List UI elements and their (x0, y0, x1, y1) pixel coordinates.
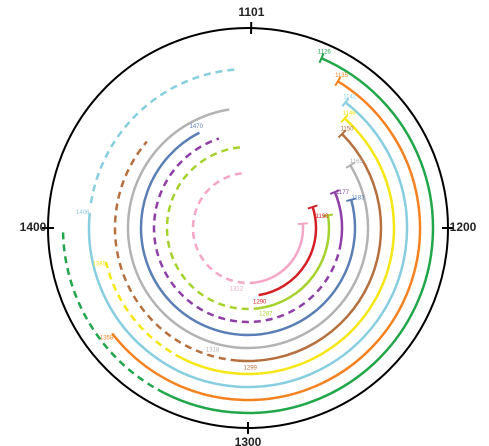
arc-label: 1135 (335, 73, 349, 79)
arc-start-tick (346, 197, 357, 203)
timeline-arc (256, 223, 305, 284)
timeline-arc (260, 215, 331, 310)
arc-label: 1177 (336, 190, 350, 196)
timeline-arc (165, 146, 261, 311)
arc-label: 1287 (259, 312, 273, 318)
arc-start-tick (337, 129, 347, 139)
arc-label: 1470 (190, 124, 204, 130)
timeline-arc (113, 140, 238, 362)
timeline-arc (139, 131, 357, 337)
arc-label: 1142 (343, 94, 357, 100)
arc-start-tick (318, 53, 325, 64)
timeline-arc (237, 133, 383, 363)
arc-start-tick (334, 76, 342, 87)
timeline-arc (258, 206, 318, 297)
timeline-arc (333, 191, 344, 243)
arc-label: 1165 (350, 159, 364, 165)
arc-start-tick (322, 213, 334, 218)
timeline-arc (104, 261, 183, 360)
timeline-arc (61, 227, 165, 394)
axis-label: 1300 (235, 435, 262, 446)
timeline-arc (152, 137, 343, 324)
timeline-arc (87, 101, 409, 389)
timeline-arc (89, 68, 236, 204)
arc-start-tick (341, 97, 350, 107)
arc-start-tick (307, 204, 318, 210)
arc-label: 1150 (341, 127, 355, 133)
arc-label: 1146 (343, 111, 357, 117)
arc-label: 1318 (206, 348, 220, 354)
axis-label: 1101 (238, 5, 264, 19)
timeline-arc (181, 117, 396, 376)
arc-label: 1299 (244, 366, 258, 372)
arc-start-tick (345, 161, 356, 169)
timeline-arc (191, 171, 257, 285)
arc-label: 1190 (316, 214, 330, 220)
arc-label: 1290 (253, 300, 267, 306)
arc-label: 1358 (100, 335, 114, 341)
axis-label: 1200 (450, 220, 477, 234)
arc-start-tick (297, 222, 308, 226)
arc-start-tick (340, 114, 349, 123)
timeline-arc (163, 57, 435, 415)
axis-label: 1400 (20, 220, 47, 234)
timeline-arc (111, 80, 422, 402)
timeline-arc (126, 108, 370, 350)
arc-label: 1406 (76, 210, 90, 216)
arc-label: 1183 (352, 195, 366, 201)
arc-start-tick (329, 189, 340, 195)
arc-label: 1385 (93, 261, 107, 267)
arc-label: 1312 (230, 286, 244, 292)
arc-label: 1126 (318, 49, 332, 55)
